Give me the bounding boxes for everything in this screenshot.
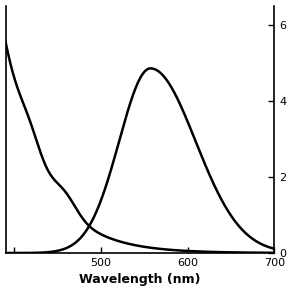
X-axis label: Wavelength (nm): Wavelength (nm) — [79, 273, 201, 286]
